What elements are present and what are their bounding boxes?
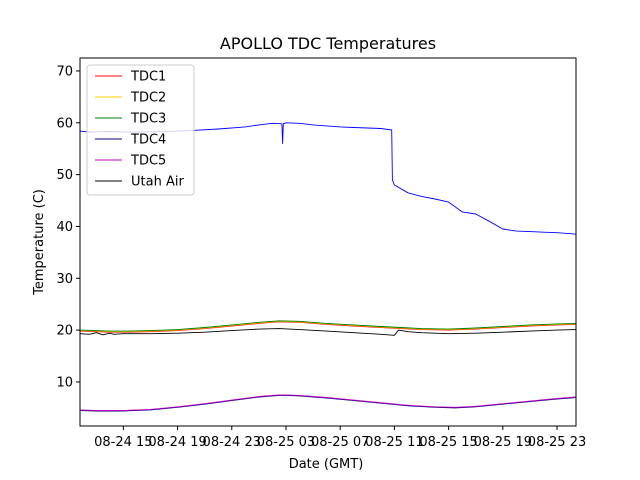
legend-label-tdc1: TDC1 bbox=[130, 70, 166, 85]
x-tick-label: 08-24 15 bbox=[94, 435, 152, 450]
chart-title: APOLLO TDC Temperatures bbox=[220, 34, 436, 53]
x-tick-label: 08-25 15 bbox=[419, 435, 477, 450]
series-line-tdc4 bbox=[80, 394, 576, 412]
x-tick-label: 08-25 23 bbox=[528, 435, 586, 450]
legend-label-tdc3: TDC3 bbox=[130, 112, 166, 127]
legend-label-utah-air: Utah Air bbox=[131, 175, 184, 190]
y-axis: 10 20 30 40 50 60 70 bbox=[56, 64, 80, 390]
series-line-tdc1 bbox=[80, 321, 576, 333]
x-tick-label: 08-25 03 bbox=[257, 435, 315, 450]
series-layer bbox=[80, 122, 576, 412]
legend-label-tdc5: TDC5 bbox=[130, 154, 166, 169]
x-axis-label: Date (GMT) bbox=[289, 457, 364, 472]
x-tick-label: 08-25 11 bbox=[365, 435, 423, 450]
legend: TDC1 TDC2 TDC3 TDC4 TDC5 Utah Air bbox=[86, 64, 195, 196]
y-axis-label: Temperature (C) bbox=[32, 189, 47, 296]
series-line-tdc2 bbox=[80, 320, 576, 333]
y-tick-label: 40 bbox=[56, 220, 73, 235]
y-tick-label: 30 bbox=[56, 272, 73, 287]
plot-area bbox=[79, 57, 577, 427]
x-tick-label: 08-25 19 bbox=[474, 435, 532, 450]
series-line-unlabeled bbox=[80, 122, 576, 235]
y-tick-label: 10 bbox=[56, 375, 73, 390]
y-tick-label: 20 bbox=[56, 324, 73, 339]
plot-frame bbox=[79, 57, 577, 427]
y-tick-label: 60 bbox=[56, 116, 73, 131]
x-tick-label: 08-24 23 bbox=[203, 435, 261, 450]
legend-label-tdc2: TDC2 bbox=[130, 91, 166, 106]
y-tick-label: 50 bbox=[56, 168, 73, 183]
legend-label-tdc4: TDC4 bbox=[130, 133, 166, 148]
series-line-tdc3 bbox=[80, 320, 576, 332]
series-line-tdc5 bbox=[80, 394, 576, 411]
series-line-utah-air bbox=[80, 328, 576, 336]
x-tick-label: 08-25 07 bbox=[311, 435, 369, 450]
y-tick-label: 70 bbox=[56, 64, 73, 79]
x-tick-label: 08-24 19 bbox=[148, 435, 206, 450]
